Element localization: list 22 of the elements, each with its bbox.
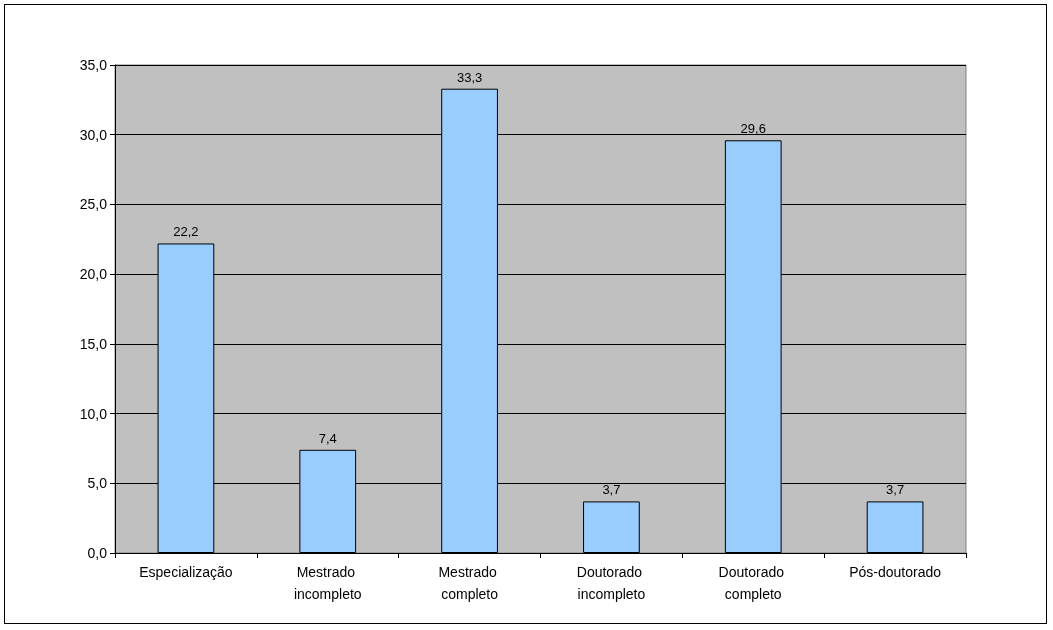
y-tick-label: 30,0 — [79, 126, 108, 143]
y-tick-label: 25,0 — [79, 196, 108, 213]
x-tick-label: Especialização — [139, 564, 233, 580]
data-label: 29,6 — [740, 121, 766, 137]
x-tick-label: Doutorado completo — [718, 564, 788, 602]
y-tick-label: 15,0 — [79, 335, 108, 352]
y-tick-label: 0,0 — [87, 545, 108, 561]
x-tick-label: Mestrado incompleto — [293, 564, 362, 602]
x-tick-label: Mestrado completo — [438, 564, 501, 602]
y-tick-label: 35,0 — [79, 57, 108, 73]
data-label: 7,4 — [318, 430, 337, 446]
data-label: 3,7 — [886, 482, 905, 498]
x-tick-label: Pós-doutorado — [849, 564, 942, 580]
x-tick-label: Doutorado incompleto — [576, 564, 647, 602]
data-label: 3,7 — [602, 482, 621, 498]
bar — [866, 501, 924, 553]
y-tick-label: 5,0 — [87, 475, 108, 492]
data-label: 22,2 — [173, 224, 199, 240]
y-tick-label: 10,0 — [79, 405, 108, 422]
y-tick-label: 20,0 — [79, 266, 108, 283]
data-label: 33,3 — [456, 69, 483, 85]
bar — [583, 501, 640, 553]
